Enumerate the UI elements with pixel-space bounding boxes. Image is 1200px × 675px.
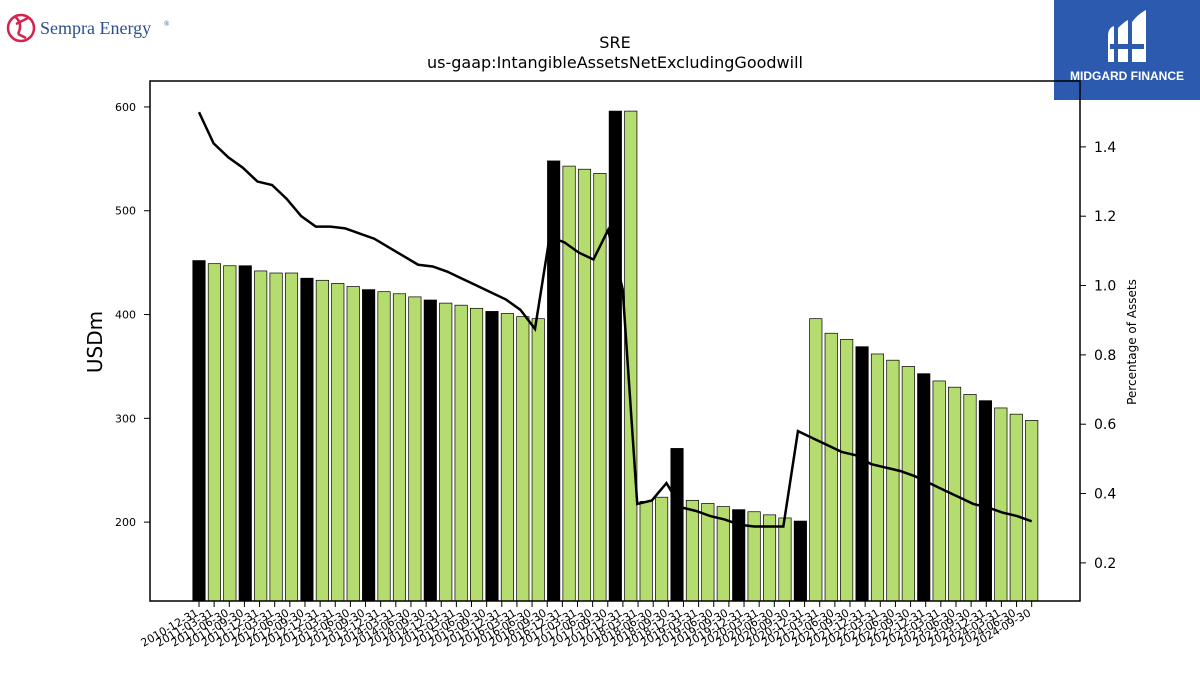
x-ticks-group: 2010-12-312011-03-312011-06-302011-09-30… xyxy=(139,601,1033,650)
y-tick-label-right: 0.2 xyxy=(1094,556,1116,572)
y-axis-label-right: Percentage of Assets xyxy=(1125,279,1139,405)
bar xyxy=(577,168,592,602)
bar xyxy=(377,291,391,602)
y-ticks-group: 200 300 400 500 600 xyxy=(115,101,150,529)
y-tick-label-right: 1.0 xyxy=(1094,279,1116,295)
bar xyxy=(685,499,699,602)
y-tick-label: 300 xyxy=(115,412,136,425)
bar xyxy=(824,332,838,602)
logo-cut xyxy=(1110,44,1144,49)
y-tick-label: 600 xyxy=(115,101,136,114)
bar xyxy=(238,265,252,602)
bar xyxy=(855,346,869,602)
bar xyxy=(639,501,653,602)
chart-subtitle: us-gaap:IntangibleAssetsNetExcludingGood… xyxy=(427,53,803,72)
bar xyxy=(793,520,807,602)
bar xyxy=(392,293,407,602)
logo-shape-middle xyxy=(1118,20,1128,62)
bar xyxy=(701,503,715,602)
bar xyxy=(1009,413,1023,602)
bar xyxy=(886,359,900,602)
bar xyxy=(500,313,514,602)
y-tick-label-right: 0.6 xyxy=(1094,417,1116,433)
bar xyxy=(670,448,684,602)
bar xyxy=(192,260,206,602)
bar xyxy=(362,289,376,602)
y-tick-label: 400 xyxy=(115,309,136,322)
bar xyxy=(470,307,484,602)
bar xyxy=(300,277,314,602)
bar xyxy=(547,160,561,602)
logo-registered-mark: ® xyxy=(164,20,170,28)
bar xyxy=(454,304,468,602)
bar xyxy=(901,366,915,602)
sempra-energy-logo: Sempra Energy ® xyxy=(4,4,184,48)
bar xyxy=(870,353,885,602)
y-tick-label-right: 1.4 xyxy=(1094,140,1116,156)
bar xyxy=(978,400,992,602)
percentage-line xyxy=(197,111,1033,528)
bar xyxy=(531,318,545,602)
midgard-finance-logo: MIDGARD FINANCE xyxy=(1054,0,1200,100)
bar xyxy=(1025,420,1039,602)
bar xyxy=(655,496,669,602)
sempra-logo-mark: Sempra Energy ® xyxy=(6,13,170,43)
percentage-line-group xyxy=(197,111,1033,528)
y-tick-label: 200 xyxy=(115,516,136,529)
y-tick-label-right: 1.2 xyxy=(1094,209,1116,225)
bar xyxy=(423,299,437,602)
y-axis-label: USDm xyxy=(83,311,107,373)
bar xyxy=(346,286,360,602)
chart-title: SRE xyxy=(599,33,630,52)
bar xyxy=(254,270,268,602)
plot-frame xyxy=(149,80,1081,602)
logo-text: MIDGARD FINANCE xyxy=(1070,69,1184,83)
bar xyxy=(284,272,299,602)
bar xyxy=(516,316,530,602)
bar xyxy=(994,407,1008,602)
logo-text: Sempra Energy xyxy=(40,18,151,38)
y-tick-label-right: 0.8 xyxy=(1094,348,1116,364)
y-tick-label: 500 xyxy=(115,205,136,218)
y-tick-label-right: 0.4 xyxy=(1094,487,1116,503)
bar xyxy=(840,339,854,602)
bar xyxy=(331,283,345,602)
logo-ring xyxy=(6,13,36,43)
y-ticks-right-group: 0.2 0.4 0.6 0.8 1.0 1.2 1.4 xyxy=(1080,140,1116,572)
bar xyxy=(485,311,499,602)
midgard-logo-mark: MIDGARD FINANCE xyxy=(1054,0,1200,100)
bar xyxy=(778,517,792,602)
bar xyxy=(408,296,422,602)
bar xyxy=(315,279,329,602)
bar xyxy=(917,373,931,602)
bars-group xyxy=(192,110,1039,602)
bar xyxy=(269,272,283,602)
logo-figure xyxy=(13,14,29,40)
bar xyxy=(762,514,777,602)
bar xyxy=(809,318,823,602)
bar xyxy=(207,263,221,602)
bar xyxy=(223,265,237,602)
bar xyxy=(608,110,622,602)
bar xyxy=(562,165,576,602)
bar xyxy=(963,394,977,602)
bar xyxy=(439,302,453,602)
